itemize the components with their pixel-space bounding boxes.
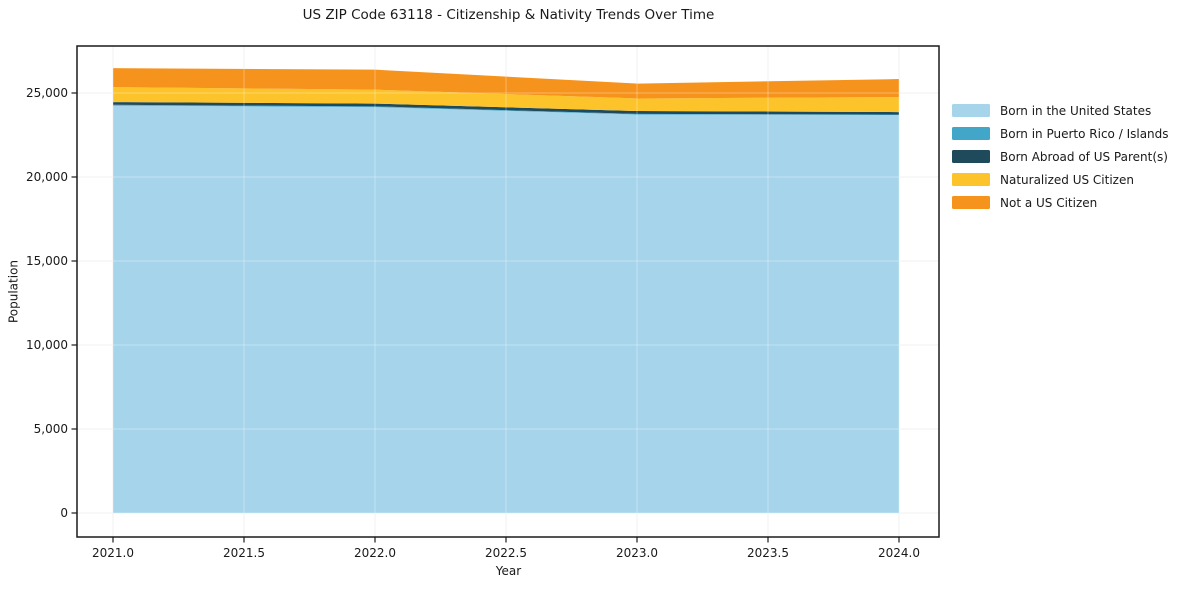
legend-label: Born in Puerto Rico / Islands	[1000, 126, 1169, 141]
x-tick-label: 2021.5	[223, 546, 265, 560]
x-tick-label: 2024.0	[878, 546, 920, 560]
y-tick-label: 15,000	[26, 254, 68, 268]
legend-item: Naturalized US Citizen	[952, 173, 1169, 187]
x-tick-label: 2023.0	[616, 546, 658, 560]
x-tick-label: 2023.5	[747, 546, 789, 560]
area-band-3	[113, 87, 899, 113]
legend-swatch	[952, 196, 990, 210]
legend-swatch	[952, 104, 990, 118]
area-band-2	[113, 102, 899, 115]
x-tick-label: 2021.0	[92, 546, 134, 560]
area-band-4	[113, 68, 899, 99]
legend-item: Not a US Citizen	[952, 196, 1169, 210]
legend-swatch	[952, 173, 990, 187]
area-band-1	[113, 104, 899, 116]
legend-item: Born in the United States	[952, 104, 1169, 118]
x-tick-label: 2022.5	[485, 546, 527, 560]
y-tick-label: 20,000	[26, 170, 68, 184]
x-axis-label: Year	[495, 564, 522, 578]
legend-swatch	[952, 127, 990, 141]
area-band-0	[113, 105, 899, 513]
legend-label: Born Abroad of US Parent(s)	[1000, 149, 1168, 164]
plot-border	[76, 45, 940, 538]
chart-title: US ZIP Code 63118 - Citizenship & Nativi…	[302, 7, 715, 23]
y-tick-label: 0	[60, 506, 68, 520]
y-tick-label: 25,000	[26, 86, 68, 100]
legend-label: Born in the United States	[1000, 103, 1152, 118]
legend: Born in the United States Born in Puerto …	[952, 104, 1169, 210]
legend-label: Not a US Citizen	[1000, 195, 1098, 210]
y-tick-label: 10,000	[26, 338, 68, 352]
legend-swatch	[952, 150, 990, 164]
y-tick-label: 5,000	[34, 422, 68, 436]
legend-item: Born Abroad of US Parent(s)	[952, 150, 1169, 164]
x-tick-label: 2022.0	[354, 546, 396, 560]
y-axis-label: Population	[6, 259, 21, 324]
legend-item: Born in Puerto Rico / Islands	[952, 127, 1169, 141]
legend-label: Naturalized US Citizen	[1000, 172, 1134, 187]
